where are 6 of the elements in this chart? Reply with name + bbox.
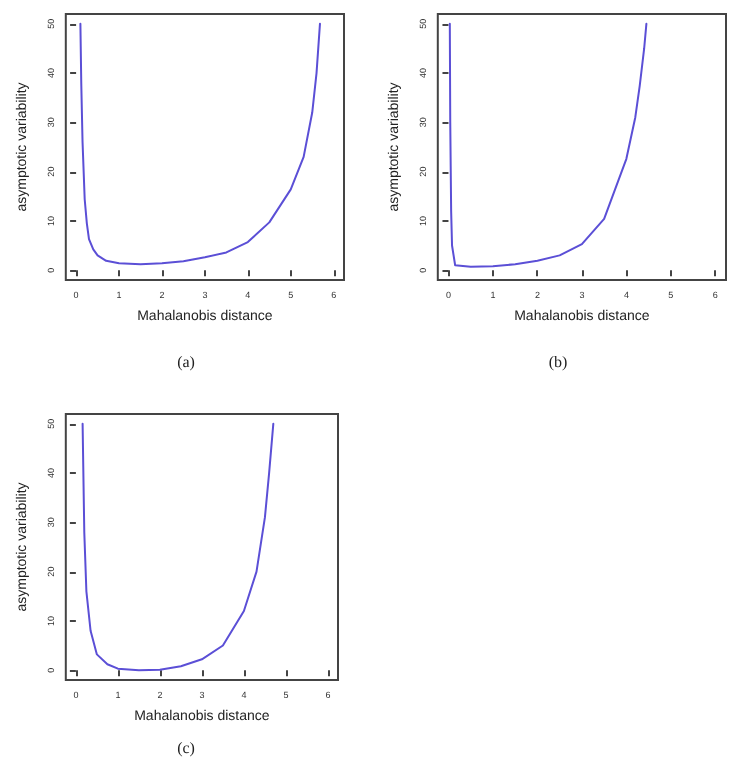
text: (a) bbox=[177, 353, 196, 371]
line-series bbox=[448, 22, 648, 268]
text: (c) bbox=[177, 739, 196, 757]
text: (b) bbox=[548, 353, 568, 371]
line-series bbox=[81, 422, 275, 672]
line-series bbox=[79, 22, 321, 266]
